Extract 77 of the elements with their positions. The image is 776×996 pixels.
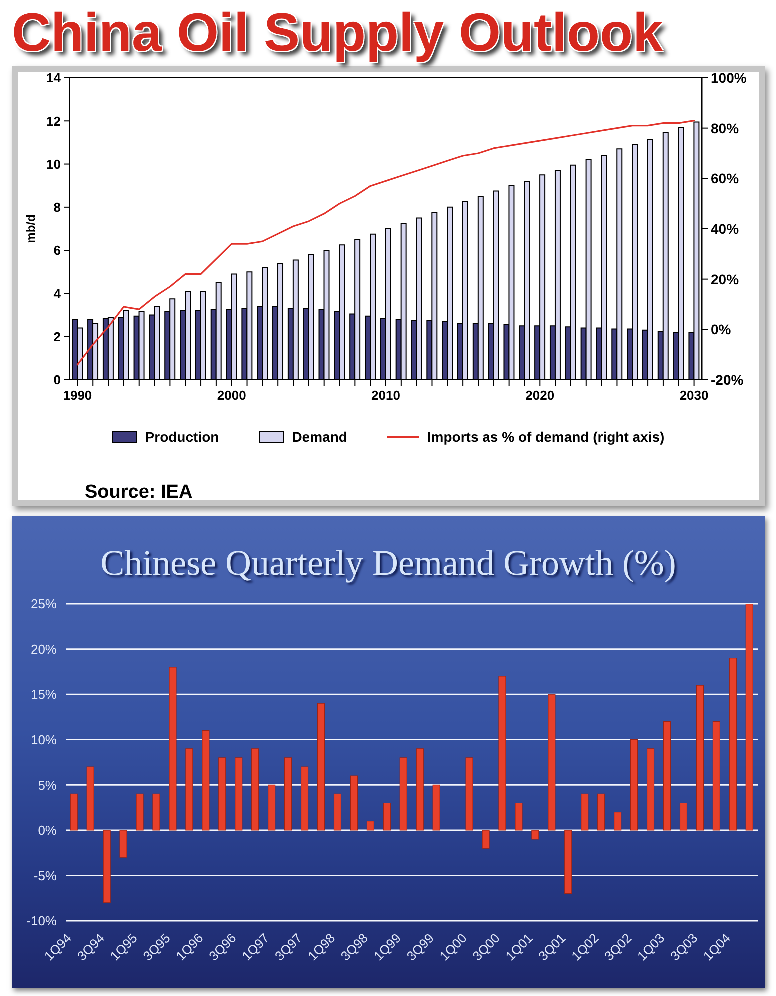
y-tick-label: 8 (54, 200, 61, 216)
bar (482, 830, 490, 849)
bar (300, 766, 309, 831)
bar (466, 758, 474, 831)
bar (598, 794, 606, 831)
bar (136, 794, 144, 831)
y2-tick-label: -20% (711, 372, 744, 388)
bar (235, 758, 243, 831)
bar (186, 748, 194, 831)
y-tick-label: -5% (34, 868, 58, 884)
bar (120, 830, 128, 858)
source-note: Source: IEA (85, 482, 193, 503)
y-tick-label: 6 (54, 243, 61, 258)
x-tick-label: 2010 (372, 388, 400, 403)
bar (103, 830, 111, 904)
bar (614, 812, 622, 831)
bar (515, 802, 523, 831)
bar (712, 721, 720, 831)
y-axis-title: mb/d (24, 214, 38, 244)
bar (548, 694, 556, 831)
y-tick-label: 0% (38, 823, 58, 838)
bar (268, 784, 276, 831)
legend-label: Demand (292, 429, 348, 445)
x-tick-label: 1990 (63, 388, 92, 403)
bar (334, 794, 342, 831)
bar (432, 784, 440, 831)
bar (663, 721, 672, 831)
bar (317, 703, 326, 831)
bar (152, 794, 160, 831)
legend-label: Production (145, 429, 220, 445)
y-tick-label: 2 (54, 329, 61, 344)
y2-tick-label: 80% (711, 120, 740, 136)
y2-tick-label: 40% (711, 220, 740, 237)
y-tick-label: 0 (54, 372, 61, 388)
bar (532, 830, 540, 840)
bar (564, 830, 572, 894)
bar (729, 658, 737, 831)
y-tick-label: 12 (46, 114, 61, 129)
bar (680, 802, 688, 831)
bar (383, 802, 391, 831)
y-tick-label: 25% (30, 596, 58, 612)
bar (202, 730, 210, 831)
legend-label: Imports as % of demand (right axis) (427, 429, 665, 445)
y-tick-label: 4 (54, 286, 62, 302)
y2-tick-label: 20% (711, 271, 740, 288)
x-tick-label: 2000 (217, 388, 246, 403)
chart-title: China Oil Supply Outlook (12, 3, 664, 63)
bar (169, 667, 177, 831)
y-tick-label: -10% (26, 914, 58, 929)
x-tick-label: 2020 (526, 388, 555, 403)
bar (366, 821, 374, 831)
bar (252, 748, 260, 831)
y2-tick-label: 100% (711, 70, 748, 86)
line-series (76, 120, 696, 366)
bar (746, 604, 754, 831)
bar (630, 740, 638, 831)
bar (350, 776, 358, 831)
bar (218, 758, 226, 831)
y2-tick-label: 0% (711, 322, 732, 338)
y2-tick-label: 60% (711, 170, 740, 187)
bar (400, 758, 408, 831)
y-tick-label: 10% (30, 732, 58, 748)
bar (498, 676, 506, 831)
y-tick-label: 14 (46, 70, 62, 86)
bar (86, 766, 94, 831)
chart-title: Chinese Quarterly Demand Growth (%) (100, 543, 676, 583)
x-tick-label: 2030 (680, 388, 709, 403)
bar (416, 748, 424, 831)
bar (696, 685, 704, 831)
bar (284, 758, 292, 831)
y-tick-label: 15% (30, 687, 58, 702)
bar (646, 748, 655, 831)
y-tick-label: 5% (38, 778, 58, 793)
bar (581, 794, 589, 831)
y-tick-label: 20% (30, 642, 58, 657)
bar (70, 794, 78, 831)
y-tick-label: 10 (46, 156, 61, 172)
